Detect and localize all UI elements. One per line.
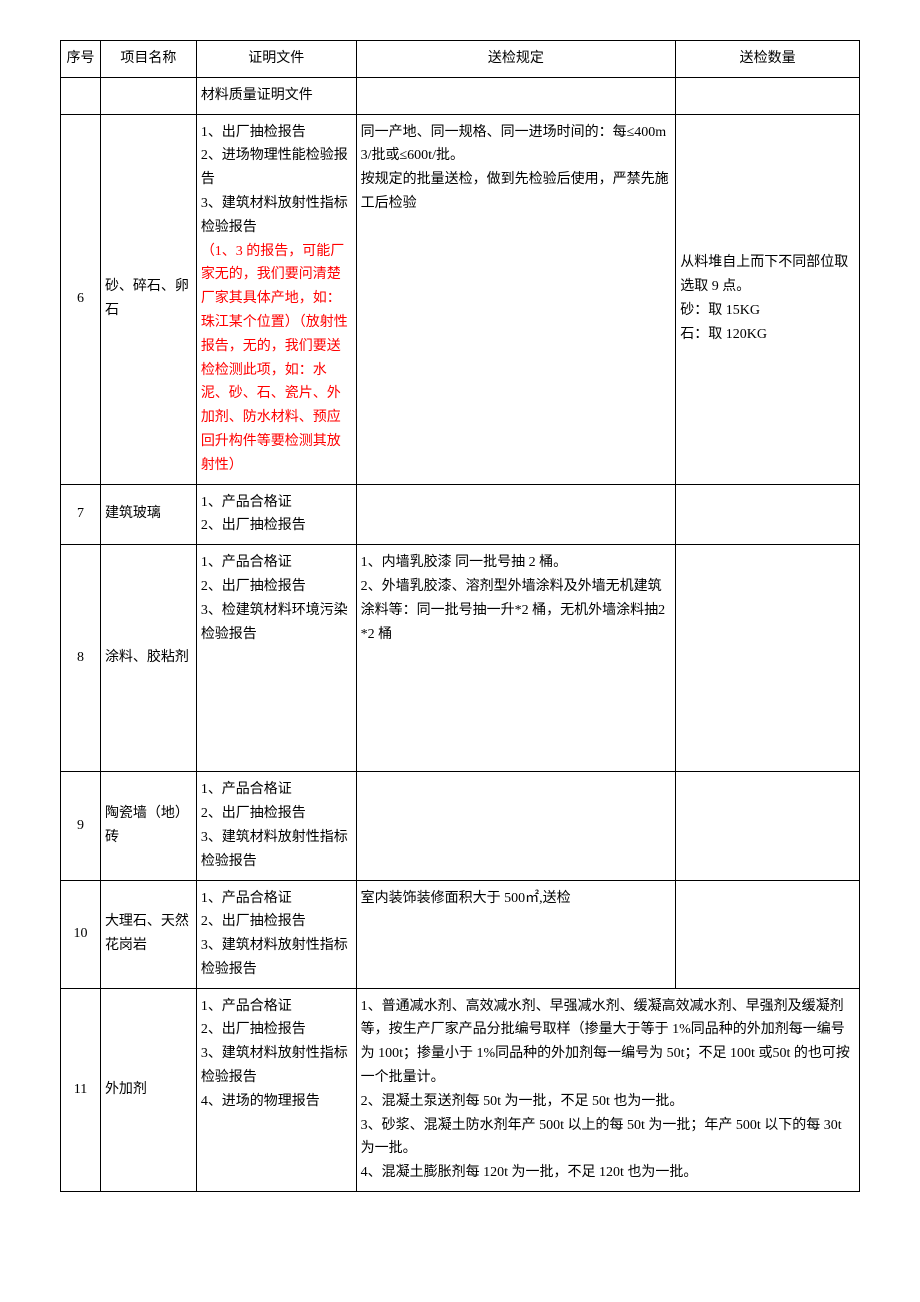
table-row: 8涂料、胶粘剂1、产品合格证2、出厂抽检报告3、检建筑材料环境污染检验报告1、内… [61, 545, 860, 772]
cell-name [100, 77, 196, 114]
table-row: 11外加剂1、产品合格证2、出厂抽检报告3、建筑材料放射性指标检验报告4、进场的… [61, 988, 860, 1191]
cell-qty [676, 772, 860, 880]
table-row: 6砂、碎石、卵石1、出厂抽检报告2、进场物理性能检验报告3、建筑材料放射性指标检… [61, 114, 860, 484]
cell-rule: 室内装饰装修面积大于 500㎡,送检 [356, 880, 676, 988]
cell-seq: 6 [61, 114, 101, 484]
header-rule: 送检规定 [356, 41, 676, 78]
cell-rule: 1、普通减水剂、高效减水剂、早强减水剂、缓凝高效减水剂、早强剂及缓凝剂等，按生产… [356, 988, 859, 1191]
header-seq: 序号 [61, 41, 101, 78]
cell-rule [356, 77, 676, 114]
cell-doc: 1、产品合格证2、出厂抽检报告3、建筑材料放射性指标检验报告4、进场的物理报告 [196, 988, 356, 1191]
cell-name: 涂料、胶粘剂 [100, 545, 196, 772]
table-row: 9陶瓷墙（地）砖1、产品合格证2、出厂抽检报告3、建筑材料放射性指标检验报告 [61, 772, 860, 880]
cell-seq: 9 [61, 772, 101, 880]
cell-doc: 1、产品合格证2、出厂抽检报告 [196, 484, 356, 545]
spec-table: 序号 项目名称 证明文件 送检规定 送检数量 材料质量证明文件6砂、碎石、卵石1… [60, 40, 860, 1192]
cell-rule [356, 772, 676, 880]
header-doc: 证明文件 [196, 41, 356, 78]
cell-rule: 同一产地、同一规格、同一进场时间的：每≤400m3/批或≤600t/批。按规定的… [356, 114, 676, 484]
cell-rule: 1、内墙乳胶漆 同一批号抽 2 桶。2、外墙乳胶漆、溶剂型外墙涂料及外墙无机建筑… [356, 545, 676, 772]
cell-qty [676, 545, 860, 772]
cell-qty [676, 77, 860, 114]
cell-seq [61, 77, 101, 114]
cell-doc: 1、产品合格证2、出厂抽检报告3、建筑材料放射性指标检验报告 [196, 772, 356, 880]
cell-qty [676, 484, 860, 545]
cell-doc: 1、产品合格证2、出厂抽检报告3、建筑材料放射性指标检验报告 [196, 880, 356, 988]
cell-name: 陶瓷墙（地）砖 [100, 772, 196, 880]
cell-doc: 1、出厂抽检报告2、进场物理性能检验报告3、建筑材料放射性指标检验报告（1、3 … [196, 114, 356, 484]
header-row: 序号 项目名称 证明文件 送检规定 送检数量 [61, 41, 860, 78]
cell-seq: 7 [61, 484, 101, 545]
cell-name: 砂、碎石、卵石 [100, 114, 196, 484]
cell-doc-note: （1、3 的报告，可能厂家无的，我们要问清楚厂家其具体产地，如：珠江某个位置）（… [201, 244, 348, 473]
cell-seq: 10 [61, 880, 101, 988]
cell-qty [676, 880, 860, 988]
cell-doc: 1、产品合格证2、出厂抽检报告3、检建筑材料环境污染检验报告 [196, 545, 356, 772]
cell-seq: 8 [61, 545, 101, 772]
table-row: 材料质量证明文件 [61, 77, 860, 114]
cell-name: 外加剂 [100, 988, 196, 1191]
cell-rule [356, 484, 676, 545]
header-qty: 送检数量 [676, 41, 860, 78]
table-row: 10大理石、天然花岗岩1、产品合格证2、出厂抽检报告3、建筑材料放射性指标检验报… [61, 880, 860, 988]
cell-qty: 从料堆自上而下不同部位取选取 9 点。砂：取 15KG石：取 120KG [676, 114, 860, 484]
header-name: 项目名称 [100, 41, 196, 78]
table-row: 7建筑玻璃1、产品合格证2、出厂抽检报告 [61, 484, 860, 545]
cell-seq: 11 [61, 988, 101, 1191]
cell-doc: 材料质量证明文件 [196, 77, 356, 114]
cell-name: 建筑玻璃 [100, 484, 196, 545]
cell-name: 大理石、天然花岗岩 [100, 880, 196, 988]
